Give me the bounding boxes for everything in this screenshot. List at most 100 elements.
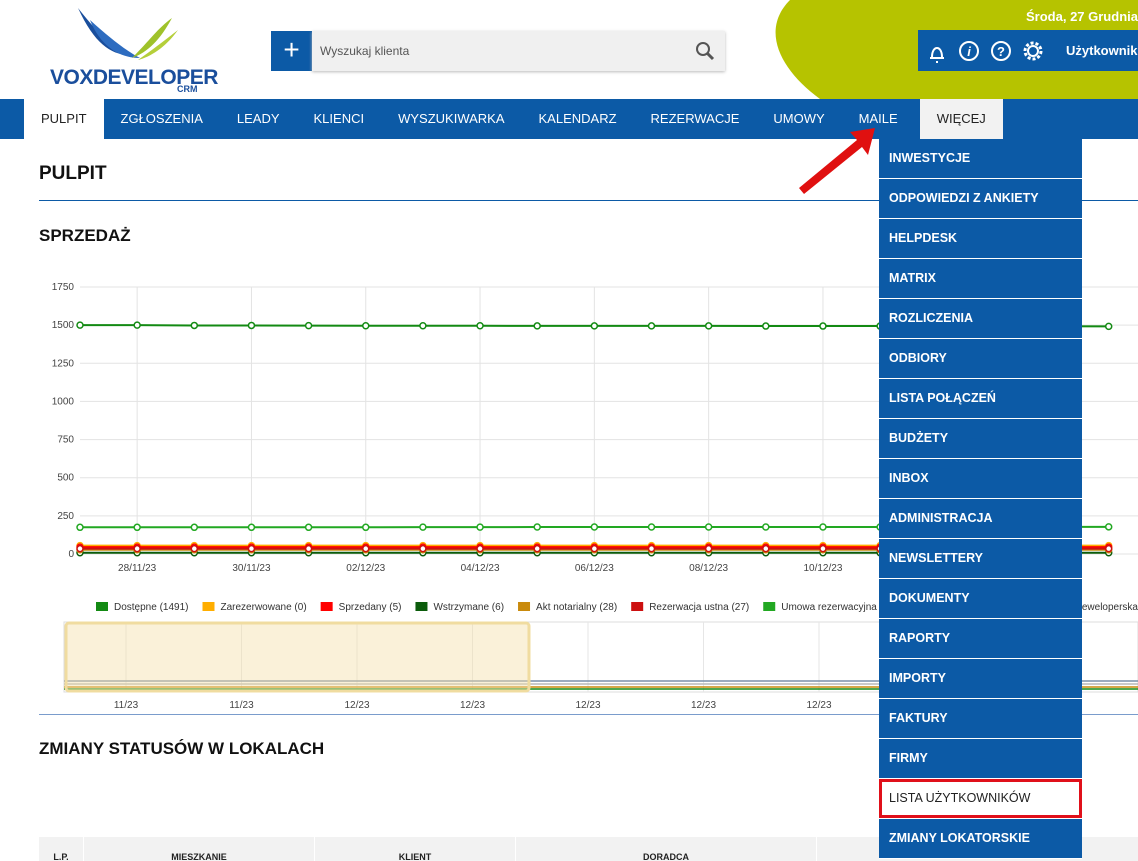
menu-item[interactable]: ROZLICZENIA [879,299,1082,339]
search-placeholder: Wyszukaj klienta [320,44,410,58]
x-tick-label: 08/12/23 [689,563,728,574]
divider [39,714,1138,715]
legend-label: Wstrzymane (6) [433,602,504,613]
legend-label: Zarezerwowane (0) [221,602,307,613]
x-tick-label: 02/12/23 [346,563,385,574]
legend-swatch [631,602,644,611]
legend-swatch [320,602,333,611]
data-point [247,544,256,553]
nav-item[interactable]: LEADY [236,111,280,126]
menu-item[interactable]: INWESTYCJE [879,139,1082,179]
menu-item[interactable]: LISTA POŁĄCZEŃ [879,379,1082,419]
data-point [247,523,256,532]
menu-item[interactable]: HELPDESK [879,219,1082,259]
data-point [819,322,827,330]
data-point [533,544,541,553]
menu-item[interactable]: ODPOWIEDZI Z ANKIETY [879,179,1082,219]
y-tick-label: 1250 [52,358,75,369]
logo[interactable]: VOXDEVELOPER [50,66,218,89]
data-point [819,523,827,531]
data-point [476,322,484,330]
data-point [647,322,656,330]
menu-item[interactable]: INBOX [879,459,1082,499]
nav-item[interactable]: KALENDARZ [538,111,617,126]
data-point [419,544,427,553]
menu-item[interactable]: ADMINISTRACJA [879,499,1082,539]
data-point [762,523,770,531]
data-point [362,523,370,532]
search-box[interactable]: Wyszukaj klienta [312,31,725,71]
data-point [304,523,313,532]
nav-item[interactable]: KLIENCI [313,111,365,126]
data-point [704,322,713,330]
data-point [533,523,541,531]
y-tick-label: 500 [57,473,74,484]
menu-item[interactable]: BUDŻETY [879,419,1082,459]
data-point [704,544,713,553]
data-point [762,322,770,330]
divider [39,200,1138,201]
legend-swatch [518,602,531,611]
nav-item[interactable]: WYSZUKIWARKA [398,111,505,126]
navigator-label: 11/23 [114,700,139,710]
data-point [362,322,370,330]
menu-item[interactable]: ODBIORY [879,339,1082,379]
data-point [190,544,199,553]
data-point [1104,322,1113,331]
data-point [1104,523,1113,531]
data-point [304,321,313,330]
menu-item[interactable]: FAKTURY [879,699,1082,739]
legend-label: Rezerwacja ustna (27) [649,602,749,613]
data-point [133,523,141,532]
data-point [190,321,199,330]
nav-item[interactable]: ZGŁOSZENIA [120,111,203,126]
menu-item[interactable]: FIRMY [879,739,1082,779]
menu-item[interactable]: RAPORTY [879,619,1082,659]
menu-item[interactable]: IMPORTY [879,659,1082,699]
nav-item[interactable]: MAILE [858,111,898,126]
menu-item[interactable]: NEWSLETTERY [879,539,1082,579]
add-button[interactable]: + [271,31,312,71]
menu-item[interactable]: LISTA UŻYTKOWNIKÓW [879,779,1082,819]
main-nav: PULPIT ZGŁOSZENIA LEADY KLIENCI WYSZUKIWARKA… [0,99,1138,139]
data-point [476,544,484,553]
menu-item[interactable]: DOKUMENTY [879,579,1082,619]
legend-label: Umowa rezerwacyjna (181) [781,602,903,613]
data-point [133,321,141,329]
date: Środa, 27 Grudnia [1026,9,1138,24]
data-point [76,523,84,532]
menu-item[interactable]: ZMIANY LOKATORSKIE [879,819,1082,859]
y-tick-label: 1000 [52,396,75,407]
data-point [304,544,313,553]
navigator-label: 12/23 [460,700,485,710]
x-tick-label: 06/12/23 [575,563,614,574]
legend-label: Sprzedany (5) [339,602,402,613]
data-point [590,322,599,330]
nav-item[interactable]: WIĘCEJ [919,99,1003,139]
data-point [819,544,827,553]
data-point [590,523,599,531]
y-tick-label: 1500 [52,320,75,331]
data-point [247,321,256,330]
legend-swatch [202,602,215,611]
x-tick-label: 04/12/23 [461,563,500,574]
column-header: MIESZKANIE [84,837,315,861]
data-point [533,322,541,330]
legend-swatch [415,602,428,611]
menu-item[interactable]: MATRIX [879,259,1082,299]
section-title: SPRZEDAŻ [39,226,131,245]
column-header: DORADCA [516,837,817,861]
nav-item[interactable]: PULPIT [24,99,104,139]
section-title: ZMIANY STATUSÓW W LOKALACH [39,739,325,758]
data-point [133,544,141,553]
nav-item[interactable]: UMOWY [773,111,825,126]
navigator-label: 12/23 [344,700,369,710]
data-point [647,523,656,531]
y-tick-label: 1750 [52,282,75,293]
user-menu[interactable]: Użytkownik [1066,43,1138,58]
page-title: PULPIT [39,163,107,184]
nav-item[interactable]: REZERWACJE [650,111,740,126]
x-tick-label: 10/12/23 [803,563,842,574]
column-header: KLIENT [315,837,516,861]
navigator-label: 12/23 [806,700,831,710]
